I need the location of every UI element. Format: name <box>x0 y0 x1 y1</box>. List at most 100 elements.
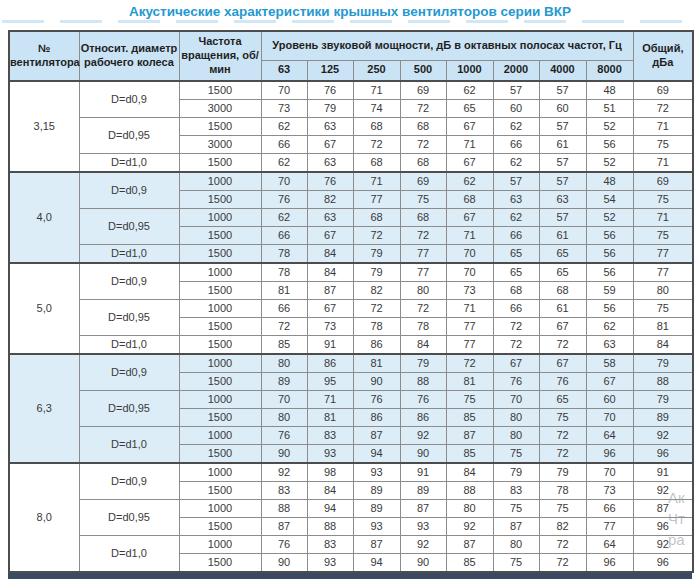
spl-value-cell-2000: 66 <box>493 300 539 318</box>
spl-value-cell-8000: 48 <box>586 172 633 191</box>
spl-value-cell-8000: 56 <box>586 245 633 264</box>
spl-value-cell-500: 86 <box>400 409 446 427</box>
spl-value-cell-1000: 67 <box>446 118 493 136</box>
spl-value-cell-500: 90 <box>400 445 446 464</box>
spl-value-cell-500: 69 <box>400 81 446 100</box>
spl-value-cell-2000: 65 <box>493 263 539 282</box>
fan-number-cell: 3,15 <box>9 81 79 172</box>
spl-value-cell-1000: 85 <box>446 409 493 427</box>
spl-value-cell-63: 62 <box>261 154 307 173</box>
table-row: 6,3D=d0,91000808681797267675879 <box>9 354 693 373</box>
spl-value-cell-4000: 65 <box>539 263 586 282</box>
spl-value-cell-8000: 62 <box>586 318 633 336</box>
spl-value-cell-125: 93 <box>307 554 353 573</box>
spl-value-cell-250: 72 <box>353 300 400 318</box>
spl-value-cell-4000: 57 <box>539 154 586 173</box>
document-page: Акустические характеристики крышных вент… <box>0 0 700 580</box>
spl-value-cell-125: 76 <box>307 172 353 191</box>
faded-divider <box>2 20 698 23</box>
total-dba-cell: 92 <box>633 536 693 554</box>
spl-value-cell-63: 66 <box>261 227 307 245</box>
fan-number-cell: 5,0 <box>9 263 79 354</box>
spl-value-cell-125: 67 <box>307 227 353 245</box>
diameter-cell: D=d0,95 <box>79 500 179 536</box>
spl-value-cell-63: 80 <box>261 409 307 427</box>
total-dba-cell: 69 <box>633 81 693 100</box>
spl-value-cell-4000: 63 <box>539 191 586 209</box>
spl-value-cell-2000: 75 <box>493 445 539 464</box>
spl-value-cell-125: 84 <box>307 482 353 500</box>
spl-value-cell-250: 72 <box>353 227 400 245</box>
spl-value-cell-500: 80 <box>400 282 446 300</box>
table-row: D=d0,951000707176767570656079 <box>9 391 693 409</box>
diameter-cell: D=d0,95 <box>79 209 179 245</box>
spl-value-cell-8000: 63 <box>586 336 633 355</box>
rpm-cell: 1000 <box>179 172 261 191</box>
spl-value-cell-250: 87 <box>353 427 400 445</box>
spl-value-cell-8000: 67 <box>586 373 633 391</box>
spl-value-cell-125: 81 <box>307 409 353 427</box>
spl-value-cell-2000: 83 <box>493 482 539 500</box>
spl-value-cell-4000: 61 <box>539 227 586 245</box>
spl-value-cell-2000: 79 <box>493 463 539 482</box>
table-row: D=d0,951000889489878075756687 <box>9 500 693 518</box>
diameter-cell: D=d1,0 <box>79 245 179 264</box>
rpm-cell: 1500 <box>179 245 261 264</box>
total-dba-cell: 96 <box>633 554 693 573</box>
diameter-cell: D=d1,0 <box>79 427 179 464</box>
spl-value-cell-125: 83 <box>307 427 353 445</box>
spl-value-cell-2000: 80 <box>493 536 539 554</box>
spl-value-cell-1000: 67 <box>446 154 493 173</box>
spl-value-cell-2000: 87 <box>493 518 539 536</box>
spl-value-cell-8000: 56 <box>586 263 633 282</box>
spl-value-cell-8000: 64 <box>586 536 633 554</box>
spl-value-cell-500: 92 <box>400 536 446 554</box>
spl-value-cell-125: 63 <box>307 209 353 227</box>
spl-value-cell-125: 82 <box>307 191 353 209</box>
rpm-cell: 1000 <box>179 500 261 518</box>
spl-value-cell-63: 66 <box>261 300 307 318</box>
spl-value-cell-2000: 76 <box>493 373 539 391</box>
total-dba-cell: 79 <box>633 354 693 373</box>
spl-value-cell-250: 79 <box>353 263 400 282</box>
spl-value-cell-500: 79 <box>400 354 446 373</box>
spl-value-cell-2000: 62 <box>493 118 539 136</box>
spl-value-cell-8000: 64 <box>586 427 633 445</box>
spl-value-cell-8000: 56 <box>586 136 633 154</box>
spl-value-cell-2000: 62 <box>493 209 539 227</box>
spl-value-cell-2000: 75 <box>493 500 539 518</box>
spl-value-cell-250: 90 <box>353 373 400 391</box>
acoustic-table-wrap: № вентилятора Относит. диаметр рабочего … <box>8 30 692 579</box>
total-dba-cell: 75 <box>633 191 693 209</box>
spl-value-cell-4000: 72 <box>539 427 586 445</box>
rpm-cell: 1500 <box>179 318 261 336</box>
spl-value-cell-250: 87 <box>353 536 400 554</box>
spl-value-cell-125: 84 <box>307 245 353 264</box>
spl-value-cell-8000: 73 <box>586 482 633 500</box>
spl-value-cell-500: 89 <box>400 482 446 500</box>
total-dba-cell: 69 <box>633 172 693 191</box>
freq-col-1000: 1000 <box>446 60 493 81</box>
spl-value-cell-250: 68 <box>353 209 400 227</box>
rpm-cell: 1000 <box>179 427 261 445</box>
total-dba-cell: 87 <box>633 500 693 518</box>
spl-value-cell-125: 67 <box>307 300 353 318</box>
freq-col-63: 63 <box>261 60 307 81</box>
spl-value-cell-1000: 85 <box>446 445 493 464</box>
total-dba-cell: 71 <box>633 154 693 173</box>
spl-value-cell-2000: 66 <box>493 136 539 154</box>
diameter-cell: D=d0,95 <box>79 391 179 427</box>
total-dba-cell: 80 <box>633 282 693 300</box>
spl-value-cell-8000: 96 <box>586 445 633 464</box>
spl-value-cell-8000: 60 <box>586 391 633 409</box>
rpm-cell: 1000 <box>179 463 261 482</box>
total-dba-cell: 75 <box>633 227 693 245</box>
spl-value-cell-63: 76 <box>261 536 307 554</box>
spl-value-cell-2000: 80 <box>493 409 539 427</box>
spl-value-cell-250: 77 <box>353 191 400 209</box>
spl-value-cell-500: 72 <box>400 136 446 154</box>
rpm-cell: 1500 <box>179 336 261 355</box>
freq-col-250: 250 <box>353 60 400 81</box>
spl-value-cell-125: 86 <box>307 354 353 373</box>
total-dba-cell: 79 <box>633 391 693 409</box>
